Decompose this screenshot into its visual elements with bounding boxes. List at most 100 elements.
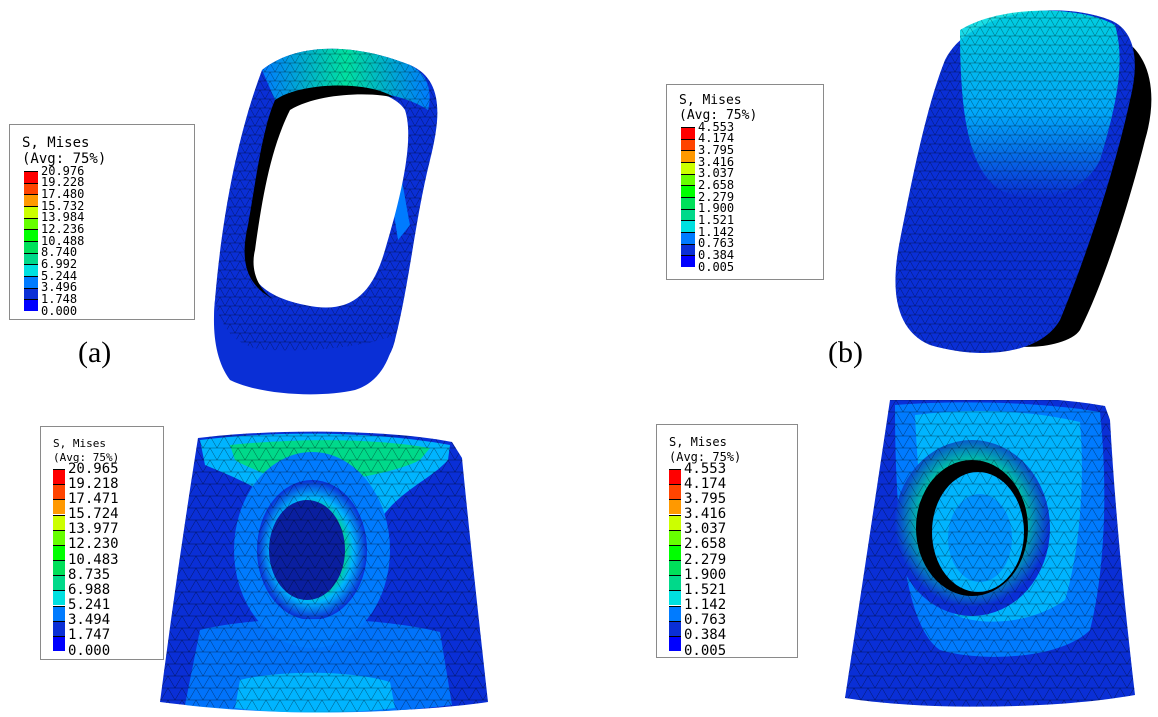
legend-value: 10.488 — [41, 233, 85, 248]
legend-title: S, Mises — [22, 135, 90, 151]
color-band — [669, 544, 681, 560]
legend-value: 5.241 — [68, 597, 111, 614]
color-band — [681, 232, 695, 244]
color-band — [681, 220, 695, 232]
color-band — [53, 635, 65, 651]
legend-value: 1.521 — [698, 213, 735, 228]
legend-title: S, Mises — [669, 435, 727, 449]
legend-value: 6.992 — [41, 257, 78, 272]
color-band — [681, 255, 695, 267]
color-band — [53, 560, 65, 576]
legend-value: 3.037 — [698, 166, 735, 181]
color-band — [681, 127, 695, 139]
legend-value: 0.005 — [684, 642, 727, 659]
legend-value: 0.000 — [41, 303, 78, 318]
color-band — [24, 287, 38, 300]
fe-model-cylinder-a — [160, 431, 488, 713]
color-scale: 20.965 19.218 17.471 15.724 13.977 12.230 10.4… — [53, 461, 119, 659]
legend-value: 1.521 — [684, 581, 727, 598]
legend-value: 15.732 — [41, 198, 85, 213]
fe-model-cap — [895, 10, 1152, 353]
legend-a-top: S, Mises (Avg: 75%) 20.976 19.228 17.480 15… — [9, 124, 195, 320]
legend-value: 0.000 — [68, 642, 111, 659]
color-band — [681, 243, 695, 256]
legend-subtitle: (Avg: 75%) — [53, 451, 120, 464]
legend-value: 8.735 — [68, 566, 111, 583]
legend-value: 0.763 — [684, 612, 727, 629]
panel-a-top: S, Mises (Avg: 75%) 20.976 19.228 17.480 15… — [0, 0, 560, 400]
legend-value: 2.279 — [684, 551, 727, 568]
color-band — [53, 469, 65, 485]
color-band — [53, 529, 65, 545]
color-band — [53, 575, 65, 591]
legend-value: 8.740 — [41, 245, 78, 260]
legend-value: 1.747 — [68, 627, 111, 644]
color-band — [24, 241, 38, 253]
color-band — [669, 514, 681, 530]
color-scale: 20.976 19.228 17.480 15.732 13.984 12.236 10.4… — [24, 164, 84, 318]
caption-a: (a) — [78, 336, 112, 369]
legend-subtitle: (Avg: 75%) — [679, 108, 758, 123]
color-band — [681, 138, 695, 151]
legend-value: 0.384 — [698, 248, 735, 263]
legend-value: 20.965 — [68, 460, 119, 477]
legend-value: 4.174 — [684, 475, 727, 492]
color-band — [669, 605, 681, 621]
legend-value: 1.142 — [698, 224, 735, 239]
color-band — [24, 171, 38, 183]
color-scale: 4.553 4.174 3.795 3.416 3.037 2.658 2.279 1.900… — [681, 120, 734, 274]
legend-subtitle: (Avg: 75%) — [22, 151, 107, 167]
legend-value: 17.480 — [41, 187, 85, 202]
color-band — [53, 499, 65, 515]
color-band — [681, 162, 695, 174]
legend-value: 12.236 — [41, 222, 85, 237]
fe-model-cylinder-b — [845, 400, 1135, 707]
color-band — [24, 252, 38, 265]
color-band — [24, 206, 38, 218]
legend-value: 2.279 — [698, 189, 735, 204]
color-band — [669, 620, 681, 636]
color-band — [53, 605, 65, 621]
color-band — [681, 208, 695, 221]
legend-value: 13.977 — [68, 521, 119, 538]
color-band — [669, 575, 681, 591]
legend-value: 1.900 — [698, 201, 735, 216]
legend-value: 17.471 — [68, 490, 119, 507]
legend-value: 12.230 — [68, 536, 119, 553]
color-band — [669, 590, 681, 606]
color-scale: 4.553 4.174 3.795 3.416 3.037 2.658 2.279 1.900… — [669, 461, 726, 659]
legend-value: 0.384 — [684, 627, 727, 644]
legend-value: 2.658 — [698, 178, 735, 193]
legend-title: S, Mises — [53, 437, 106, 450]
legend-value: 19.228 — [41, 175, 85, 190]
color-band — [681, 150, 695, 162]
color-band — [53, 620, 65, 636]
color-band — [53, 590, 65, 606]
color-band — [24, 264, 38, 276]
legend-value: 3.496 — [41, 280, 78, 295]
color-band — [681, 185, 695, 197]
legend-value: 19.218 — [68, 475, 119, 492]
legend-subtitle: (Avg: 75%) — [669, 450, 742, 464]
legend-b-top: S, Mises (Avg: 75%) 4.553 4.174 3.795 3.416… — [666, 84, 824, 280]
legend-value: 3.037 — [684, 521, 727, 538]
legend-value: 2.658 — [684, 536, 727, 553]
color-band — [669, 499, 681, 515]
legend-value: 5.244 — [41, 268, 78, 283]
legend-title: S, Mises — [679, 93, 742, 108]
legend-value: 4.174 — [698, 131, 735, 146]
color-band — [669, 469, 681, 485]
color-band — [53, 484, 65, 500]
color-band — [24, 182, 38, 195]
panel-a-bottom: S, Mises (Avg: 75%) 20.965 19.218 17.471 15… — [0, 400, 560, 717]
legend-value: 3.416 — [698, 154, 735, 169]
color-band — [53, 514, 65, 530]
legend-value: 0.763 — [698, 236, 735, 251]
color-band — [681, 197, 695, 209]
legend-value: 3.494 — [68, 612, 111, 629]
legend-value: 6.988 — [68, 581, 111, 598]
color-band — [24, 229, 38, 241]
color-band — [24, 217, 38, 230]
legend-b-bottom: S, Mises (Avg: 75%) 4.553 4.174 3.795 3.416… — [656, 424, 798, 659]
caption-b: (b) — [828, 336, 863, 369]
